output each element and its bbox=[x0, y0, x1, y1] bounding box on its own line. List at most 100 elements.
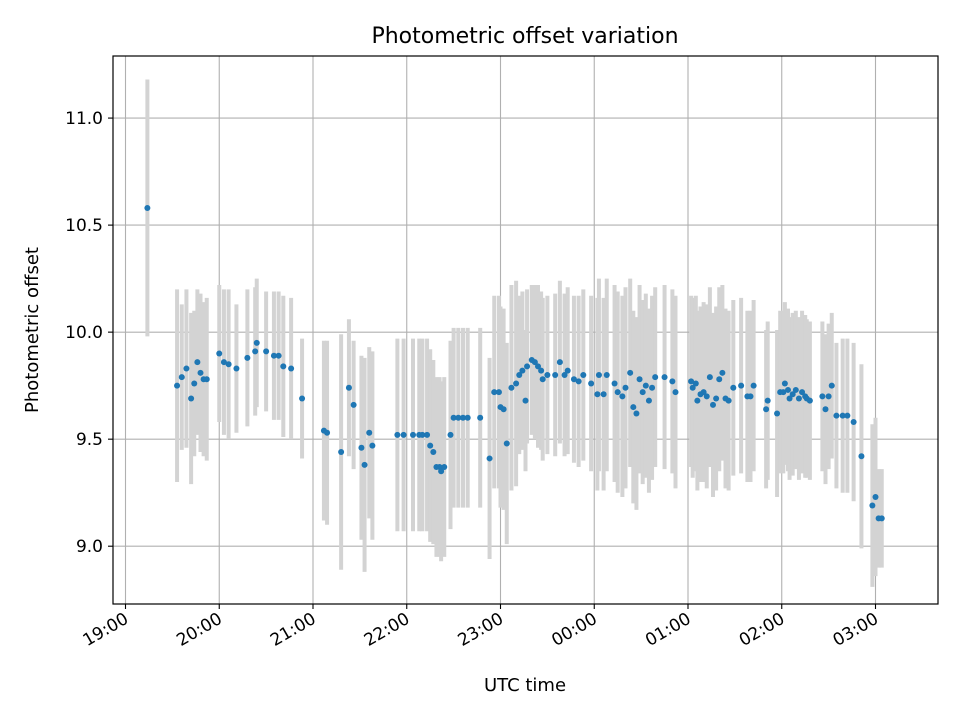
data-point bbox=[460, 414, 466, 421]
data-point bbox=[781, 380, 788, 387]
data-point bbox=[600, 391, 607, 398]
data-point bbox=[630, 404, 637, 411]
data-point bbox=[614, 389, 621, 396]
data-point bbox=[795, 395, 802, 402]
data-point bbox=[588, 380, 595, 387]
data-point bbox=[427, 442, 434, 449]
data-point bbox=[645, 397, 652, 404]
data-point bbox=[878, 515, 885, 522]
data-point bbox=[661, 374, 668, 381]
data-point bbox=[361, 461, 368, 468]
data-point bbox=[828, 382, 835, 389]
data-points bbox=[144, 204, 885, 522]
data-point bbox=[730, 384, 737, 391]
data-point bbox=[833, 412, 840, 419]
data-point bbox=[503, 440, 510, 447]
data-point bbox=[561, 371, 568, 378]
data-point bbox=[792, 386, 799, 393]
data-point bbox=[850, 419, 857, 426]
data-point bbox=[839, 412, 846, 419]
data-point bbox=[183, 365, 190, 372]
data-point bbox=[703, 393, 710, 400]
data-point bbox=[789, 391, 796, 398]
data-point bbox=[519, 367, 526, 374]
data-point bbox=[270, 352, 277, 359]
data-point bbox=[869, 502, 876, 509]
data-point bbox=[400, 431, 407, 438]
data-point bbox=[780, 389, 787, 396]
data-point bbox=[508, 384, 515, 391]
data-point bbox=[345, 384, 352, 391]
data-point bbox=[633, 410, 640, 417]
data-point bbox=[233, 365, 240, 372]
data-point bbox=[786, 395, 793, 402]
y-axis: 9.0 9.5 10.0 10.5 11.0 bbox=[65, 109, 113, 557]
data-point bbox=[570, 376, 577, 383]
data-point bbox=[556, 359, 563, 366]
data-point bbox=[627, 369, 634, 376]
data-point bbox=[575, 378, 582, 385]
data-point bbox=[738, 382, 745, 389]
data-point bbox=[844, 412, 851, 419]
data-point bbox=[216, 350, 223, 357]
data-point bbox=[716, 376, 723, 383]
data-point bbox=[220, 359, 227, 366]
data-point bbox=[688, 378, 695, 385]
data-point bbox=[369, 442, 376, 449]
data-point bbox=[438, 468, 445, 475]
data-point bbox=[253, 339, 260, 346]
data-point bbox=[763, 406, 770, 413]
data-point bbox=[495, 389, 502, 396]
data-point bbox=[178, 374, 185, 381]
data-point bbox=[358, 444, 365, 451]
data-point bbox=[544, 371, 551, 378]
data-point bbox=[531, 359, 538, 366]
data-point bbox=[350, 401, 357, 408]
data-point bbox=[774, 410, 781, 417]
data-point bbox=[191, 380, 198, 387]
data-point bbox=[692, 380, 699, 387]
data-point bbox=[441, 464, 448, 470]
data-point bbox=[819, 393, 826, 400]
data-point bbox=[252, 348, 259, 355]
data-point bbox=[719, 369, 726, 376]
data-point bbox=[203, 376, 210, 383]
data-point bbox=[144, 204, 151, 211]
data-point bbox=[225, 361, 232, 368]
y-tick-label: 10.0 bbox=[65, 323, 103, 343]
data-point bbox=[500, 406, 507, 413]
data-point bbox=[244, 354, 251, 361]
y-tick-label: 10.5 bbox=[65, 216, 103, 236]
data-point bbox=[188, 395, 195, 402]
data-point bbox=[706, 374, 713, 381]
data-point bbox=[464, 414, 471, 421]
data-point bbox=[430, 449, 437, 456]
data-point bbox=[619, 393, 626, 400]
data-point bbox=[424, 431, 431, 438]
y-tick-label: 9.0 bbox=[76, 537, 103, 557]
data-point bbox=[611, 380, 618, 387]
data-point bbox=[595, 371, 602, 378]
data-point bbox=[713, 395, 720, 402]
data-point bbox=[539, 376, 546, 383]
y-tick-label: 11.0 bbox=[65, 109, 103, 129]
data-point bbox=[524, 363, 531, 370]
data-point bbox=[288, 365, 295, 372]
data-point bbox=[580, 371, 587, 378]
data-point bbox=[280, 363, 287, 370]
data-point bbox=[394, 431, 401, 438]
data-point bbox=[486, 455, 493, 462]
data-point bbox=[669, 378, 676, 385]
x-axis-label: UTC time bbox=[484, 675, 566, 696]
data-point bbox=[477, 414, 484, 421]
data-point bbox=[747, 393, 754, 400]
data-point bbox=[689, 384, 696, 391]
data-point bbox=[799, 389, 806, 396]
data-point bbox=[710, 401, 716, 408]
data-point bbox=[806, 397, 813, 404]
data-point bbox=[275, 352, 282, 359]
data-point bbox=[552, 371, 559, 378]
data-point bbox=[636, 376, 643, 383]
data-point bbox=[764, 397, 771, 404]
